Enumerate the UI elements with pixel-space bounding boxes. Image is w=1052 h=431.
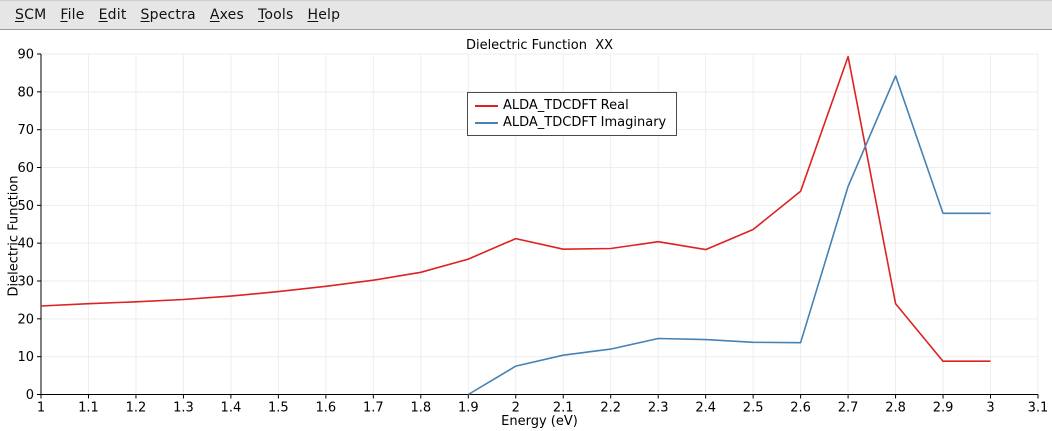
x-tick-label: 1.6 [316, 401, 337, 416]
x-tick-label: 1.5 [268, 401, 289, 416]
x-tick-label: 2.3 [648, 401, 669, 416]
y-tick-label: 20 [17, 312, 34, 327]
y-tick-label: 10 [17, 350, 34, 365]
x-tick-label: 2.8 [885, 401, 906, 416]
y-tick-label: 70 [17, 123, 34, 138]
x-tick-label: 1.1 [78, 401, 99, 416]
y-tick-label: 40 [17, 237, 34, 252]
menu-item-help[interactable]: Help [307, 7, 341, 23]
x-tick-label: 2.7 [838, 401, 859, 416]
x-tick-label: 2.5 [743, 401, 764, 416]
series-line-1 [467, 75, 991, 396]
chart-area: 1 1.1 1.2 1.3 1.4 1.5 1.6 1.7 1.8 1.9 2 2.1 2.2 2.3 2.… [0, 30, 1052, 431]
x-tick-label: 2.6 [790, 401, 811, 416]
x-tick-label: 1.8 [410, 401, 431, 416]
y-tick-label: 80 [17, 85, 34, 100]
x-tick-label: 1.4 [221, 401, 242, 416]
plot-canvas[interactable]: 1 1.1 1.2 1.3 1.4 1.5 1.6 1.7 1.8 1.9 2 2.1 2.2 2.3 2.… [0, 30, 1052, 431]
series-line-0 [40, 55, 991, 363]
x-axis-label: Energy (eV) [501, 414, 578, 429]
chart-title: Dielectric Function XX [465, 38, 614, 53]
x-tick-label: 2.4 [695, 401, 716, 416]
menu-item-edit[interactable]: Edit [98, 7, 127, 23]
x-tick-label: 3 [986, 401, 994, 416]
menu-item-axes[interactable]: Axes [209, 7, 244, 23]
y-tick-label: 60 [17, 161, 34, 176]
legend-label-imaginary: ALDA_TDCDFT Imaginary [503, 115, 667, 130]
menu-item-file[interactable]: File [60, 7, 85, 23]
x-tick-label: 1 [37, 401, 45, 416]
x-tick-label: 1.9 [458, 401, 479, 416]
legend-line-imaginary-icon [475, 121, 498, 124]
x-tick-label: 2 [512, 401, 520, 416]
menu-item-scm[interactable]: SCM [15, 7, 47, 23]
x-tick-label: 1.2 [126, 401, 147, 416]
y-tick-label: 90 [17, 48, 34, 63]
x-tick-label: 2.9 [933, 401, 954, 416]
x-tick-label: 2.1 [553, 401, 574, 416]
legend-line-real-icon [475, 104, 498, 107]
menu-item-spectra[interactable]: Spectra [140, 7, 196, 23]
legend[interactable]: ALDA_TDCDFT Real ALDA_TDCDFT Imaginary [467, 92, 678, 136]
y-tick-label: 50 [17, 199, 34, 214]
y-tick-label: 30 [17, 275, 34, 290]
legend-label-real: ALDA_TDCDFT Real [503, 98, 629, 113]
x-tick-label: 3.1 [1028, 401, 1049, 416]
legend-item-imaginary: ALDA_TDCDFT Imaginary [475, 114, 666, 131]
menu-item-tools[interactable]: Tools [258, 7, 294, 23]
y-axis-label: Dielectric Function [6, 175, 22, 297]
legend-item-real: ALDA_TDCDFT Real [475, 97, 666, 114]
y-tick-label: 0 [26, 388, 34, 403]
x-tick-label: 1.3 [173, 401, 194, 416]
x-tick-label: 1.7 [363, 401, 384, 416]
menu-bar: SCM File Edit Spectra Axes Tools Help [0, 0, 1052, 30]
x-tick-label: 2.2 [600, 401, 621, 416]
